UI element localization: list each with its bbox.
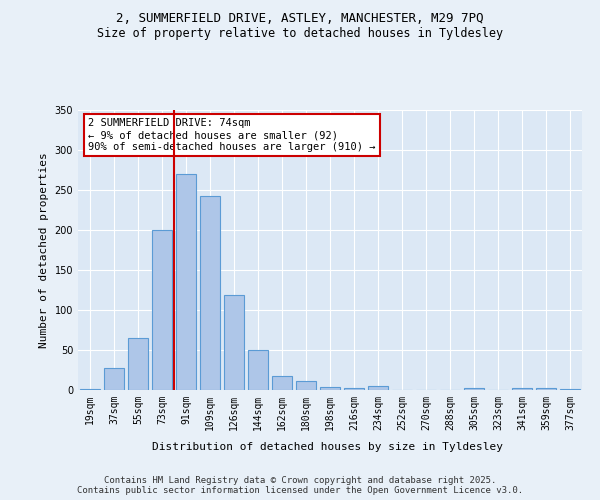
Bar bbox=[296, 381, 316, 390]
Bar bbox=[248, 350, 268, 390]
Text: 2 SUMMERFIELD DRIVE: 74sqm
← 9% of detached houses are smaller (92)
90% of semi-: 2 SUMMERFIELD DRIVE: 74sqm ← 9% of detac… bbox=[88, 118, 376, 152]
Bar bbox=[176, 174, 196, 390]
Bar bbox=[368, 386, 388, 390]
Bar bbox=[80, 389, 100, 390]
Bar bbox=[536, 388, 556, 390]
Y-axis label: Number of detached properties: Number of detached properties bbox=[39, 152, 49, 348]
Text: Contains HM Land Registry data © Crown copyright and database right 2025.
Contai: Contains HM Land Registry data © Crown c… bbox=[77, 476, 523, 495]
Bar bbox=[200, 196, 220, 390]
Bar bbox=[104, 368, 124, 390]
Bar bbox=[128, 338, 148, 390]
Bar bbox=[512, 388, 532, 390]
Bar bbox=[344, 388, 364, 390]
Text: 2, SUMMERFIELD DRIVE, ASTLEY, MANCHESTER, M29 7PQ: 2, SUMMERFIELD DRIVE, ASTLEY, MANCHESTER… bbox=[116, 12, 484, 26]
Bar bbox=[560, 389, 580, 390]
Text: Size of property relative to detached houses in Tyldesley: Size of property relative to detached ho… bbox=[97, 28, 503, 40]
Bar bbox=[320, 387, 340, 390]
Bar bbox=[152, 230, 172, 390]
Text: Distribution of detached houses by size in Tyldesley: Distribution of detached houses by size … bbox=[151, 442, 503, 452]
Bar bbox=[224, 295, 244, 390]
Bar bbox=[464, 388, 484, 390]
Bar bbox=[272, 376, 292, 390]
